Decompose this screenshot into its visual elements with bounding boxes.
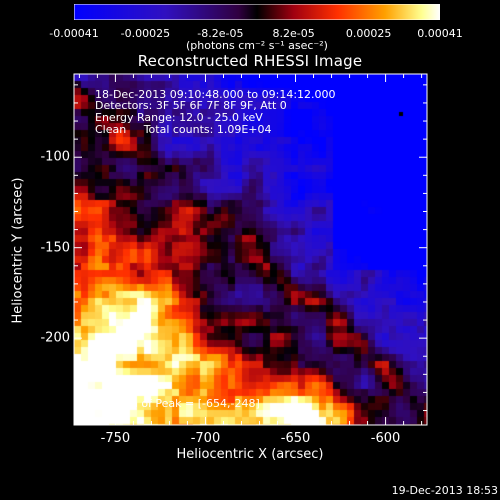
timestamp-footer: 19-Dec-2013 18:53 [391,484,498,497]
colorbar-tick-label: 8.2e-05 [272,27,315,40]
x-tick-label: -600 [370,431,401,446]
info-time-range: 18-Dec-2013 09:10:48.000 to 09:14:12.000 [95,88,336,101]
y-tick-label: -150 [40,240,70,256]
plot-area [74,74,427,425]
info-energy-range: Energy Range: 12.0 - 25.0 keV [95,111,263,124]
heatmap-image [74,74,427,425]
info-algorithm: Clean Total counts: 1.09E+04 [95,123,272,136]
info-detectors: Detectors: 3F 5F 6F 7F 8F 9F, Att 0 [95,99,287,112]
colorbar-tick-label: 0.00025 [345,27,392,40]
colorbar [74,4,440,20]
x-tick-label: -700 [190,431,221,446]
info-peak-position: Position of Peak = [-654,-248] [95,397,260,410]
colorbar-tick-label: 0.00041 [417,27,463,40]
colorbar-tick-label: -8.2e-05 [197,27,244,40]
colorbar-unit-label: (photons cm⁻² s⁻¹ asec⁻²) [186,39,328,52]
x-axis-label: Heliocentric X (arcsec) [176,447,324,462]
y-tick-label: -200 [40,330,70,346]
colorbar-tick-label: -0.00025 [120,27,171,40]
x-tick-label: -650 [280,431,311,446]
colorbar-tick-label: -0.00041 [49,27,99,40]
y-axis-label: Heliocentric Y (arcsec) [10,177,26,323]
x-tick-label: -750 [100,431,131,446]
chart-title: Reconstructed RHESSI Image [137,52,363,70]
y-tick-label: -100 [40,149,70,165]
